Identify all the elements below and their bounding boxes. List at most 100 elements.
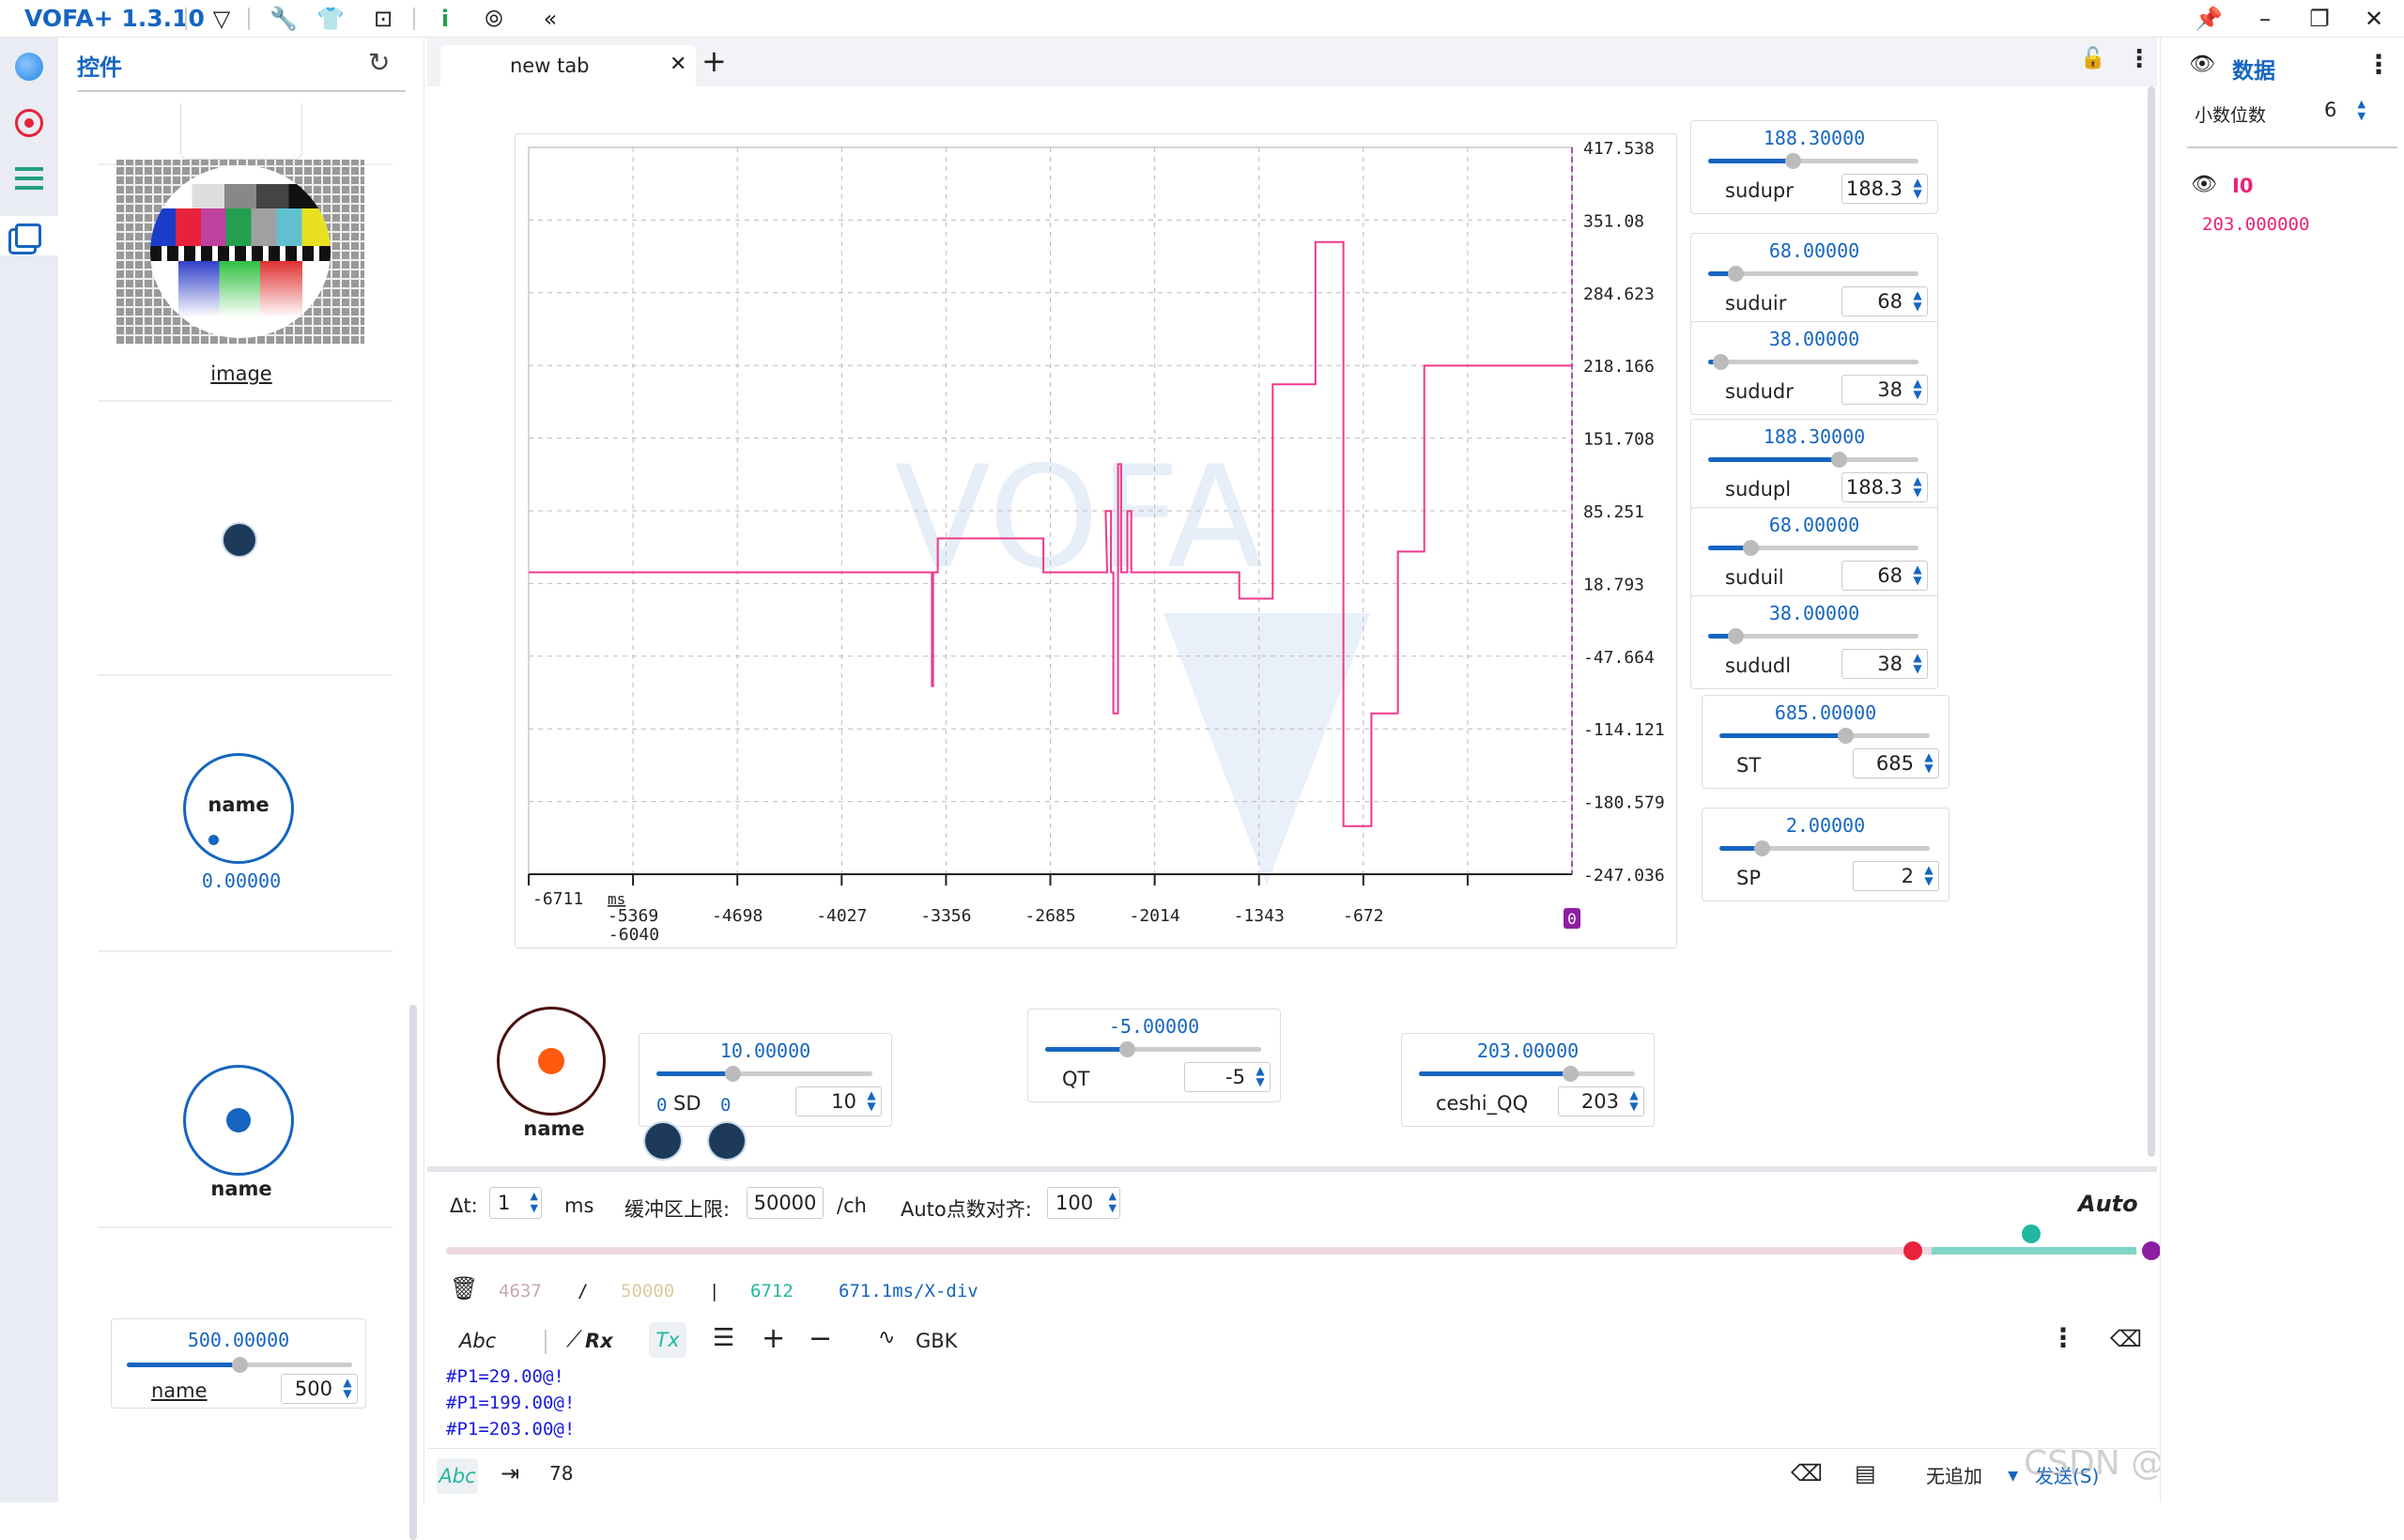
channel-eye-icon[interactable]: 👁 [2191,173,2217,196]
auto-align-input[interactable]: 100 ▲ ▼ [1047,1187,1120,1219]
slider-knob[interactable] [1743,540,1759,556]
trash-icon[interactable]: 🗑 [450,1275,479,1301]
slider-track[interactable] [1045,1041,1261,1057]
format-icon[interactable]: ☰ [713,1324,735,1352]
knob-widget-2[interactable] [183,1065,294,1176]
spin-arrows-icon[interactable]: ▲ ▼ [343,1376,352,1400]
slider-input[interactable]: 188.3 ▲ ▼ [1842,472,1928,502]
history-icon[interactable]: ▤ [1855,1460,1876,1486]
spin-arrows-icon[interactable]: ▲ ▼ [1913,377,1922,401]
nav-protocol[interactable] [9,160,49,199]
cursor-badge[interactable] [1564,908,1580,929]
append-mode-select[interactable]: 无追加 ▼ [1917,1458,2022,1494]
slider-track[interactable] [1708,540,1919,556]
spin-arrows-icon[interactable]: ▲ ▼ [1913,562,1922,587]
slider-knob[interactable] [1728,628,1744,644]
auto-mode-label[interactable]: Auto [2078,1191,2138,1217]
tx-toggle[interactable]: Tx [649,1322,686,1358]
slider-input[interactable]: 685 ▲ ▼ [1853,748,1939,778]
add-tab-icon[interactable]: + [701,43,727,79]
slider-suduil[interactable]: 68.00000 suduil 68 ▲ ▼ [1690,507,1938,601]
phone-icon[interactable]: ⟋ [566,1326,582,1352]
slider-knob[interactable] [1713,354,1729,370]
slider-track[interactable] [1708,452,1919,468]
spin-arrows-icon[interactable]: ▲ ▼ [1924,750,1934,775]
workspace-scrollbar[interactable] [2148,86,2155,1157]
eraser-icon[interactable]: ⌫ [2110,1326,2142,1352]
spin-arrows-icon[interactable]: ▲ ▼ [1913,651,1922,675]
slider-knob[interactable] [1838,728,1854,744]
slider-input[interactable]: 203 ▲ ▼ [1558,1086,1644,1116]
slider-sudupr[interactable]: 188.30000 sudupr 188.3 ▲ ▼ [1690,120,1938,214]
spin-arrows-icon[interactable]: ▲ ▼ [1629,1088,1639,1113]
slider-SP[interactable]: 2.00000 SP 2 ▲ ▼ [1702,808,1949,901]
send-button[interactable]: 发送(S) [2035,1465,2100,1487]
slider-knob[interactable] [725,1066,741,1082]
spin-arrows-icon[interactable]: ▲ ▼ [530,1190,538,1214]
send-format-icon[interactable]: ⇥ [501,1460,520,1486]
more-icon[interactable]: ⋮ [2127,45,2151,73]
button-widget[interactable] [497,1007,606,1116]
send-input[interactable]: 78 [549,1462,574,1485]
capture-icon[interactable]: ⊡ [373,6,393,32]
spin-arrows-icon[interactable]: ▲ ▼ [1108,1190,1117,1214]
buffer-input[interactable]: 50000 [747,1187,824,1219]
slider-track[interactable] [127,1357,352,1373]
restore-icon[interactable]: ❐ [2309,6,2330,32]
waveform-widget[interactable]: VOFA 417.538 351.08 284.623 218.166 151.708 8… [515,133,1677,948]
scrollbar[interactable] [409,1005,417,1540]
shirt-icon[interactable]: 👕 [316,6,345,32]
led-1[interactable] [645,1123,681,1159]
slider-input[interactable]: 188.3 ▲ ▼ [1842,174,1928,204]
slider-sududl[interactable]: 38.00000 sududl 38 ▲ ▼ [1690,595,1938,689]
unlock-icon[interactable]: 🔓 [2080,47,2106,70]
dt-input[interactable]: 1 ▲ ▼ [489,1187,542,1219]
image-widget[interactable] [116,160,364,344]
slider-input[interactable]: 500 ▲ ▼ [281,1374,358,1404]
rx-toggle[interactable]: Rx [585,1330,613,1352]
slider-QT[interactable]: -5.00000 QT -5 ▲ ▼ [1027,1009,1281,1102]
tab-new-tab[interactable]: new tab ✕ [440,45,696,86]
slider-knob[interactable] [1754,840,1770,856]
slider-knob[interactable] [1785,153,1801,169]
waveform-plot[interactable]: VOFA 417.538 351.08 284.623 218.166 151.708 8… [516,134,1678,949]
slider-suduir[interactable]: 68.00000 suduir 68 ▲ ▼ [1690,233,1938,327]
close-window-icon[interactable]: ✕ [2364,6,2384,32]
wrench-icon[interactable]: 🔧 [270,6,298,32]
slider-SD[interactable]: 10.00000 SD 10 ▲ ▼ [639,1033,892,1127]
refresh-icon[interactable]: ↻ [368,47,391,78]
spin-arrows-icon[interactable]: ▲ ▼ [1256,1064,1265,1088]
eye-icon[interactable]: 👁 [2189,53,2215,76]
slider-knob[interactable] [1563,1066,1579,1082]
slider-track[interactable] [1719,840,1930,856]
encoding-select[interactable]: GBK [916,1330,958,1352]
data-panel-more-icon[interactable]: ⋮ [2365,49,2392,80]
slider-knob[interactable] [1119,1041,1135,1057]
vofa-logo-icon[interactable]: ▽ [212,6,231,32]
range-end-handle[interactable] [2142,1241,2161,1260]
slider-track[interactable] [1708,153,1919,169]
slider-sududr[interactable]: 38.00000 sududr 38 ▲ ▼ [1690,321,1938,415]
slider-sudupl[interactable]: 188.30000 sudupl 188.3 ▲ ▼ [1690,419,1938,513]
range-start-handle[interactable] [1903,1241,1922,1260]
slider-input[interactable]: 38 ▲ ▼ [1842,375,1928,405]
pin-icon[interactable]: 📌 [2195,6,2223,32]
led-indicator[interactable] [223,524,255,556]
zoom-out-icon[interactable]: − [809,1322,833,1355]
slider-track[interactable] [1708,628,1919,644]
slider-track[interactable] [1708,354,1919,370]
slider-track[interactable] [1419,1066,1635,1082]
slider-ST[interactable]: 685.00000 ST 685 ▲ ▼ [1702,695,1949,789]
info-icon[interactable]: i [440,6,450,32]
nav-connect[interactable] [9,47,49,86]
slider-input[interactable]: -5 ▲ ▼ [1184,1062,1271,1092]
spin-arrows-icon[interactable]: ▲ ▼ [867,1088,876,1113]
close-tab-icon[interactable]: ✕ [670,53,687,76]
spin-arrows-icon[interactable]: ▲ ▼ [1924,863,1934,887]
slider-input[interactable]: 38 ▲ ▼ [1842,649,1928,679]
spin-arrows-icon[interactable]: ▲ ▼ [1913,288,1922,313]
knob-widget[interactable]: name [183,753,294,864]
console-more-icon[interactable]: ⋮ [2050,1322,2076,1353]
led-2[interactable] [709,1123,745,1159]
nav-widgets[interactable] [0,216,58,255]
